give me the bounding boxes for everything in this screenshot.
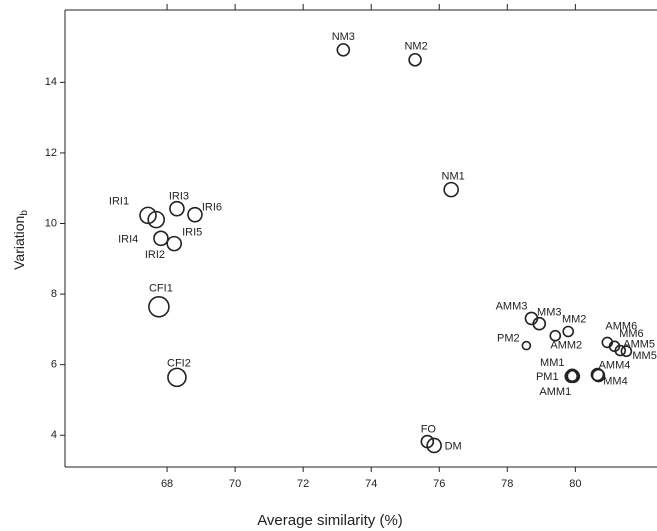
bubble	[614, 344, 627, 357]
point-label: MM3	[537, 307, 561, 319]
bubble	[620, 345, 633, 358]
point-label: NM3	[332, 31, 355, 43]
bubble	[139, 206, 157, 225]
point-label: MM2	[562, 313, 586, 325]
x-axis-title: Average similarity (%)	[257, 512, 403, 529]
point-label: MM6	[619, 328, 643, 340]
bubble	[443, 181, 459, 198]
x-tick-label: 72	[297, 478, 309, 490]
bubble	[153, 230, 169, 247]
bubble	[566, 369, 581, 384]
bubble	[187, 206, 203, 223]
x-tick-label: 78	[501, 478, 513, 490]
bubble	[565, 368, 580, 383]
point-label: IRI4	[118, 234, 138, 246]
point-label: IRI3	[169, 191, 189, 203]
y-axis-title: Variationb	[11, 210, 30, 270]
point-label: AMM3	[496, 300, 528, 312]
bubble	[166, 235, 183, 252]
x-tick-label: 76	[433, 478, 445, 490]
point-label: IRI6	[202, 202, 222, 214]
y-tick-label: 6	[51, 359, 57, 371]
bubble	[408, 52, 422, 67]
y-tick-label: 8	[51, 288, 57, 300]
point-label: MM4	[603, 376, 627, 388]
x-tick-label: 74	[365, 478, 377, 490]
point-label: IRI2	[145, 249, 165, 261]
bubble	[532, 316, 547, 331]
point-label: PM2	[497, 333, 520, 345]
point-label: CFI1	[149, 283, 173, 295]
point-label: MM1	[540, 357, 564, 369]
bubble	[147, 210, 165, 229]
point-label: AMM2	[550, 340, 582, 352]
bubble	[336, 43, 351, 57]
point-label: NM1	[442, 171, 465, 183]
y-axis-title-sub: b	[19, 210, 30, 216]
y-tick-label: 4	[51, 429, 57, 441]
point-label: AMM5	[623, 338, 655, 350]
bubble	[167, 367, 187, 388]
point-label: NM2	[404, 41, 427, 53]
point-label: FO	[421, 423, 437, 435]
point-label: CFI2	[167, 357, 191, 369]
point-label: MM5	[632, 350, 656, 362]
bubble	[521, 340, 532, 351]
y-tick-label: 14	[45, 76, 57, 88]
point-label: DM	[445, 440, 462, 452]
y-tick-label: 12	[45, 147, 57, 159]
bubble	[562, 325, 575, 338]
point-label: IRI1	[109, 195, 129, 207]
point-label: AMM4	[599, 359, 631, 371]
point-label: IRI5	[182, 227, 202, 239]
bubble	[169, 200, 185, 217]
x-tick-label: 70	[229, 478, 241, 490]
bubble	[549, 329, 562, 342]
bubble	[148, 295, 170, 318]
bubble	[591, 368, 606, 383]
point-label: AMM1	[539, 386, 571, 398]
bubble	[426, 437, 442, 454]
x-tick-label: 68	[161, 478, 173, 490]
point-label: AMM6	[605, 320, 637, 332]
x-tick-label: 80	[569, 478, 581, 490]
y-axis-title-main: Variation	[11, 216, 27, 270]
point-label: PM1	[536, 371, 559, 383]
y-tick-label: 10	[45, 217, 57, 229]
bubble	[590, 367, 605, 382]
